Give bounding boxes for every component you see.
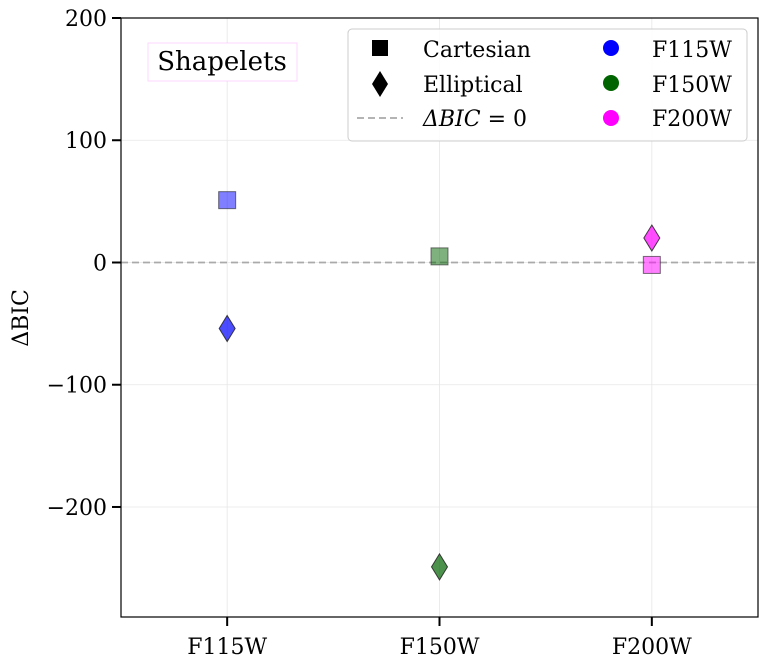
legend-diamond-marker (372, 71, 388, 97)
cartesian-marker-f150w (430, 247, 449, 266)
elliptical-marker-f200w (643, 224, 661, 252)
elliptical-marker-f150w (430, 552, 449, 581)
legend-math-rest: = 0 (481, 107, 527, 132)
legend-label-delta-bic-zero: ΔBIC = 0 (422, 107, 527, 132)
y-axis-label: ΔBIC (9, 289, 34, 347)
data-marks (218, 191, 661, 581)
annotation-text: Shapelets (157, 47, 287, 77)
y-tick-label-3: −100 (47, 374, 107, 399)
legend-label-elliptical: Elliptical (423, 73, 523, 98)
legend: Cartesian Elliptical ΔBIC = 0 F115W F150… (347, 28, 748, 142)
y-tick-label-4: −200 (47, 496, 107, 521)
legend-dot-f200w (603, 110, 619, 126)
legend-math-main: ΔBIC (422, 107, 481, 132)
legend-square-marker (372, 40, 388, 56)
axes: 200 100 0 −100 −200 F115W F150W F200W (47, 7, 693, 660)
legend-label-cartesian: Cartesian (423, 38, 531, 63)
y-tick-label-0: 200 (65, 7, 107, 32)
legend-label-f150w: F150W (652, 73, 732, 98)
x-tick-label-f115w: F115W (187, 635, 267, 660)
legend-dot-f150w (603, 75, 619, 91)
legend-label-f200w: F200W (652, 107, 732, 132)
legend-frame (347, 28, 748, 142)
y-tick-label-1: 100 (65, 129, 107, 154)
x-tick-label-f150w: F150W (400, 635, 480, 660)
cartesian-marker-f115w (218, 191, 237, 210)
elliptical-marker-f115w (218, 314, 236, 343)
legend-dot-f115w (603, 40, 619, 56)
x-tick-label-f200w: F200W (612, 635, 692, 660)
legend-label-f115w: F115W (652, 38, 732, 63)
cartesian-marker-f200w (642, 255, 661, 274)
shapelets-annotation: Shapelets (147, 42, 298, 82)
y-tick-label-2: 0 (93, 251, 107, 276)
annotation-box (147, 42, 298, 82)
